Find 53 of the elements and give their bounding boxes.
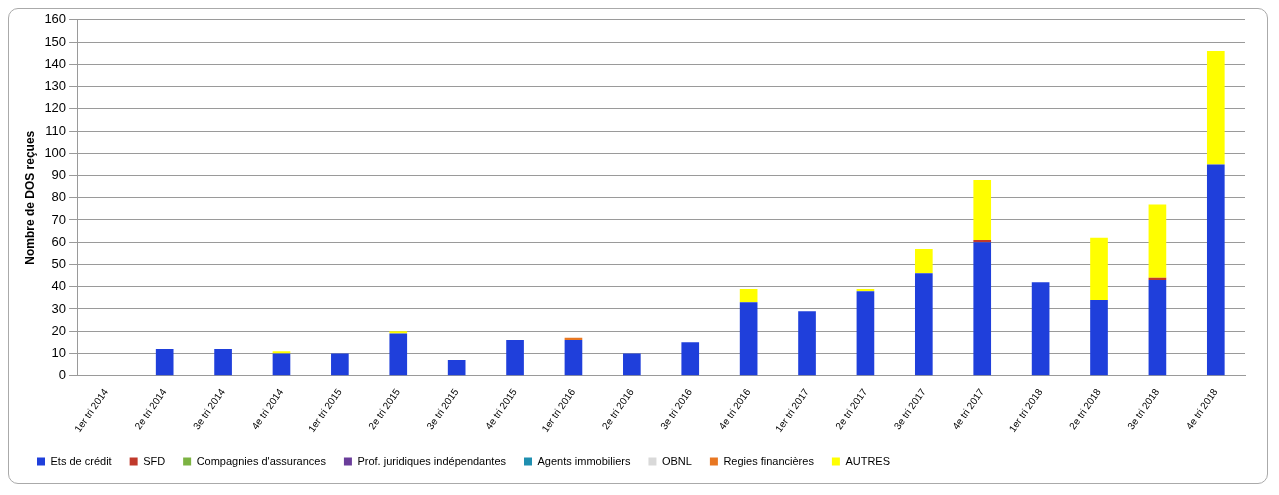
y-tick-label: 40 bbox=[51, 278, 67, 294]
legend-label: Ets de crédit bbox=[50, 454, 112, 467]
bar bbox=[739, 302, 758, 376]
bar bbox=[331, 353, 349, 376]
bar bbox=[856, 291, 875, 376]
bar bbox=[914, 248, 933, 274]
y-tick-label: 90 bbox=[51, 167, 67, 183]
y-tick-label: 10 bbox=[51, 345, 67, 361]
legend-label: Agents immobiliers bbox=[537, 454, 631, 467]
bar bbox=[914, 273, 933, 376]
bar bbox=[506, 340, 524, 376]
y-tick-label: 20 bbox=[51, 322, 67, 338]
bar bbox=[389, 331, 408, 334]
y-axis-title: Nombre de DOS reçues bbox=[22, 130, 37, 265]
y-tick-label: 50 bbox=[51, 256, 67, 272]
bar bbox=[564, 340, 583, 376]
bar bbox=[681, 342, 700, 376]
bar bbox=[973, 242, 992, 376]
bar bbox=[973, 240, 992, 243]
bar bbox=[1148, 280, 1167, 376]
bar bbox=[1206, 50, 1225, 165]
y-tick-label: 30 bbox=[51, 300, 67, 316]
y-tick-label: 120 bbox=[44, 100, 67, 116]
bar bbox=[155, 348, 174, 376]
y-tick-label: 150 bbox=[44, 33, 67, 49]
bar bbox=[1206, 164, 1225, 376]
y-tick-label: 130 bbox=[44, 78, 67, 94]
y-tick-label: 60 bbox=[51, 233, 67, 249]
bar bbox=[623, 353, 641, 376]
y-tick-label: 160 bbox=[44, 11, 67, 27]
bar bbox=[973, 179, 992, 240]
legend-label: AUTRES bbox=[845, 454, 891, 467]
bar bbox=[739, 288, 758, 303]
bar bbox=[1031, 282, 1050, 376]
y-tick-label: 0 bbox=[58, 367, 67, 383]
bar bbox=[1090, 237, 1108, 301]
bar bbox=[798, 311, 816, 376]
legend-label: Prof. juridiques indépendantes bbox=[357, 454, 507, 467]
legend-label: SFD bbox=[143, 454, 166, 467]
bar bbox=[272, 353, 291, 376]
y-tick-label: 70 bbox=[51, 211, 67, 227]
y-tick-label: 140 bbox=[44, 55, 67, 71]
bar bbox=[1148, 204, 1167, 278]
legend-label: OBNL bbox=[661, 454, 692, 467]
bar bbox=[214, 348, 232, 376]
y-tick-label: 100 bbox=[44, 144, 67, 160]
bar bbox=[389, 333, 408, 376]
y-tick-label: 110 bbox=[45, 122, 67, 138]
bar bbox=[447, 360, 466, 376]
bar bbox=[1090, 300, 1108, 376]
legend-label: Compagnies d'assurances bbox=[196, 454, 327, 467]
legend-label: Regies financières bbox=[723, 454, 815, 467]
y-tick-label: 80 bbox=[51, 189, 67, 205]
